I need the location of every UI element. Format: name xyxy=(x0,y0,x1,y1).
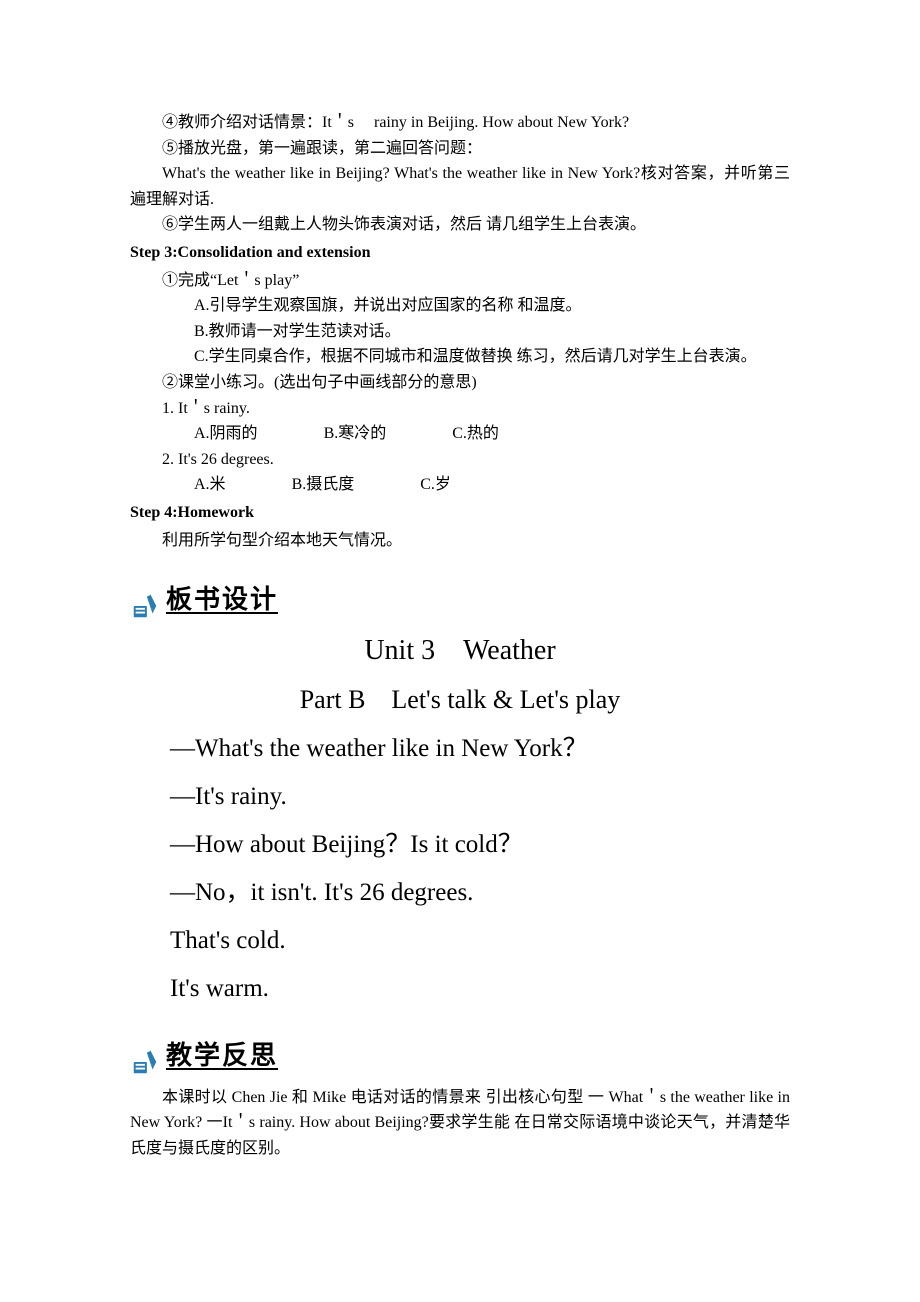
step3-q2: 2. It's 26 degrees. xyxy=(130,447,790,473)
q1-opt-a: A.阴雨的 xyxy=(162,421,258,447)
body-line-4: ④教师介绍对话情景：It＇s rainy in Beijing. How abo… xyxy=(130,110,790,136)
board-l5: That's cold. xyxy=(130,921,790,961)
body-line-6: ⑥学生两人一组戴上人物头饰表演对话，然后 请几组学生上台表演。 xyxy=(130,212,790,238)
step3-item2: ②课堂小练习。(选出句子中画线部分的意思) xyxy=(130,370,790,396)
step4-line1: 利用所学句型介绍本地天气情况。 xyxy=(130,528,790,554)
step3-item1c: C.学生同桌合作，根据不同城市和温度做替换 练习，然后请几对学生上台表演。 xyxy=(130,344,790,370)
board-subtitle: Part B Let's talk & Let's play xyxy=(130,679,790,721)
board-l1: —What's the weather like in New York？ xyxy=(130,729,790,769)
board-l6: It's warm. xyxy=(130,969,790,1009)
step3-item1b: B.教师请一对学生范读对话。 xyxy=(130,319,790,345)
pencil-note-icon xyxy=(130,591,160,621)
reflect-banner: 教学反思 xyxy=(130,1035,790,1077)
step3-item1a: A.引导学生观察国旗，并说出对应国家的名称 和温度。 xyxy=(130,293,790,319)
step3-heading: Step 3:Consolidation and extension xyxy=(130,240,790,266)
body-line-5: ⑤播放光盘，第一遍跟读，第二遍回答问题： xyxy=(130,136,790,162)
q2-opt-b: B.摄氏度 xyxy=(260,472,355,498)
step3-q1-choices: A.阴雨的 B.寒冷的 C.热的 xyxy=(130,421,790,447)
board-banner: 板书设计 xyxy=(130,579,790,621)
reflect-text: 本课时以 Chen Jie 和 Mike 电话对话的情景来 引出核心句型 一 W… xyxy=(130,1085,790,1162)
page-content: ④教师介绍对话情景：It＇s rainy in Beijing. How abo… xyxy=(0,0,920,1221)
reflect-banner-text: 教学反思 xyxy=(166,1035,278,1077)
body-line-q: What's the weather like in Beijing? What… xyxy=(130,161,790,212)
step3-item1: ①完成“Let＇s play” xyxy=(130,268,790,294)
q1-opt-c: C.热的 xyxy=(420,421,499,447)
q2-opt-c: C.岁 xyxy=(388,472,451,498)
q2-opt-a: A.米 xyxy=(162,472,226,498)
pencil-note-icon xyxy=(130,1047,160,1077)
board-l4: —No，it isn't. It's 26 degrees. xyxy=(130,873,790,913)
q1-opt-b: B.寒冷的 xyxy=(292,421,387,447)
step3-q2-choices: A.米 B.摄氏度 C.岁 xyxy=(130,472,790,498)
board-content: Unit 3 Weather Part B Let's talk & Let's… xyxy=(130,629,790,1009)
board-title: Unit 3 Weather xyxy=(130,629,790,674)
board-banner-text: 板书设计 xyxy=(166,579,278,621)
board-l3: —How about Beijing？Is it cold？ xyxy=(130,825,790,865)
board-l2: —It's rainy. xyxy=(130,777,790,817)
step4-heading: Step 4:Homework xyxy=(130,500,790,526)
step3-q1: 1. It＇s rainy. xyxy=(130,396,790,422)
